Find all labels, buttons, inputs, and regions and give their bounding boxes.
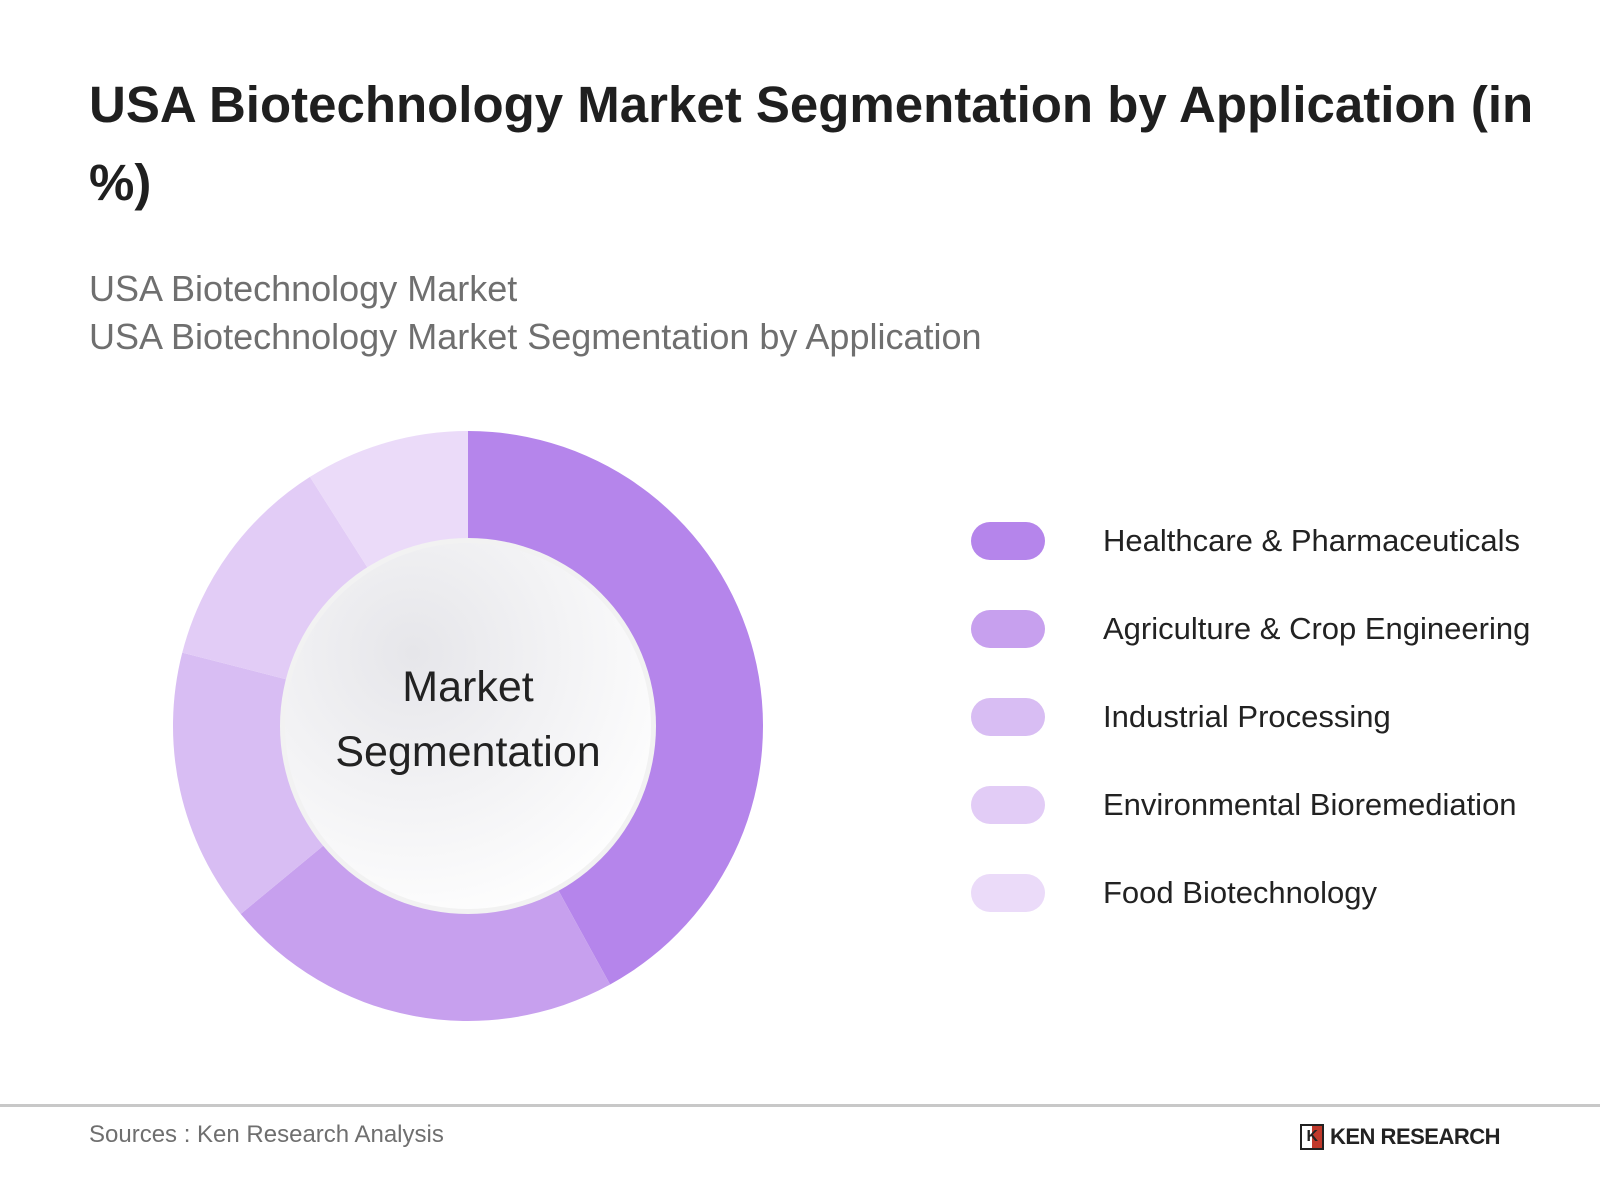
- legend-item: Food Biotechnology: [971, 873, 1377, 913]
- legend-swatch: [971, 786, 1045, 824]
- legend-swatch: [971, 698, 1045, 736]
- center-label-line-1: Market: [402, 663, 534, 711]
- legend-item: Industrial Processing: [971, 697, 1391, 737]
- legend-label: Agriculture & Crop Engineering: [1103, 611, 1531, 646]
- legend-swatch: [971, 522, 1045, 560]
- chart-title: USA Biotechnology Market Segmentation by…: [89, 76, 1534, 211]
- footer-divider: [0, 1104, 1600, 1107]
- legend-label: Food Biotechnology: [1103, 875, 1378, 910]
- legend-swatch: [971, 610, 1045, 648]
- ken-research-logo: K KEN RESEARCH: [1300, 1124, 1501, 1150]
- chart-subtitle-segmentation: USA Biotechnology Market Segmentation by…: [89, 316, 982, 357]
- donut-center-label: Market Segmentation: [318, 655, 618, 785]
- legend-label: Industrial Processing: [1103, 699, 1391, 734]
- legend-label: Environmental Bioremediation: [1103, 787, 1517, 822]
- chart-subtitle-market: USA Biotechnology Market: [89, 268, 518, 309]
- legend-item: Healthcare & Pharmaceuticals: [971, 521, 1520, 561]
- source-note: Sources : Ken Research Analysis: [89, 1121, 444, 1148]
- legend-item: Agriculture & Crop Engineering: [971, 609, 1530, 649]
- legend-label: Healthcare & Pharmaceuticals: [1103, 523, 1520, 558]
- logo-k-icon: K: [1300, 1124, 1324, 1150]
- logo-text: KEN RESEARCH: [1330, 1124, 1501, 1149]
- legend-swatch: [971, 874, 1045, 912]
- center-label-line-2: Segmentation: [335, 728, 601, 776]
- legend-item: Environmental Bioremediation: [971, 785, 1517, 825]
- donut-center: [285, 543, 651, 909]
